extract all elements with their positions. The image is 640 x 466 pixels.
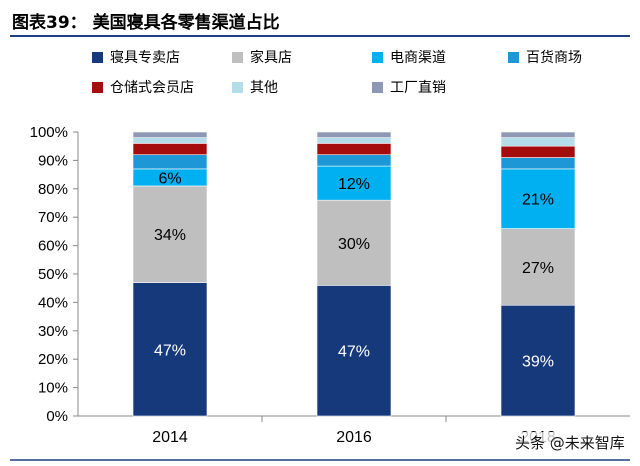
data-label-2018-series-1: 39% [522, 354, 554, 371]
x-tick-label-2016: 2016 [336, 429, 372, 446]
y-tick-label-20: 20% [38, 351, 68, 368]
legend-swatch-3 [372, 52, 383, 63]
bar-2018-series-4 [500, 157, 576, 170]
bar-2014-series-5 [132, 143, 208, 156]
data-label-2014-series-1: 47% [154, 342, 186, 359]
data-label-2018-series-3: 21% [522, 192, 554, 209]
bar-2016-series-5 [316, 143, 392, 156]
legend-label-3: 电商渠道 [390, 50, 446, 66]
y-tick-label-80: 80% [38, 181, 68, 198]
bar-2014-series-1 [132, 282, 208, 417]
y-tick-label-50: 50% [38, 266, 68, 283]
legend-label-5: 仓储式会员店 [110, 80, 194, 96]
bar-2016-series-6 [316, 137, 392, 144]
legend-label-1: 寝具专卖店 [110, 49, 180, 66]
bar-2016-series-2 [316, 199, 392, 286]
y-tick-label-60: 60% [38, 238, 68, 255]
y-tick-label-100: 100% [30, 124, 68, 141]
bar-2018-series-1 [500, 304, 576, 417]
legend-label-6: 其他 [250, 80, 278, 96]
legend-label-7: 工厂直销 [390, 79, 446, 96]
data-label-2016-series-1: 47% [338, 344, 370, 361]
watermark: 头条 @未来智库 [512, 432, 628, 453]
bar-2018-series-5 [500, 145, 576, 158]
legend-swatch-6 [232, 82, 243, 93]
bar-2016-series-4 [316, 154, 392, 167]
bar-2018-series-7 [500, 131, 576, 138]
chart-title-bar: 图表39： 美国寝具各零售渠道占比 [0, 0, 640, 40]
y-tick-label-0: 0% [46, 408, 68, 425]
y-tick-label-10: 10% [38, 380, 68, 397]
x-tick-label-2014: 2014 [152, 429, 188, 446]
bar-2014-series-7 [132, 131, 208, 138]
legend-swatch-2 [232, 52, 243, 63]
legend-label-2: 家具店 [250, 49, 292, 66]
bar-2018-series-2 [500, 228, 576, 306]
data-label-2014-series-2: 34% [154, 227, 186, 244]
data-label-2016-series-2: 30% [338, 236, 370, 253]
legend-swatch-7 [372, 82, 383, 93]
chart-title: 图表39： 美国寝具各零售渠道占比 [12, 13, 280, 33]
bar-2014-series-6 [132, 137, 208, 144]
data-label-2014-series-3: 6% [158, 170, 181, 187]
y-tick-label-40: 40% [38, 294, 68, 311]
y-tick-label-30: 30% [38, 323, 68, 340]
data-label-2016-series-3: 12% [338, 176, 370, 193]
bar-2016-series-3 [316, 165, 392, 201]
bar-2014-series-4 [132, 154, 208, 170]
legend-swatch-5 [92, 82, 103, 93]
legend-label-4: 百货商场 [526, 49, 582, 66]
bar-2018-series-6 [500, 137, 576, 147]
legend-swatch-4 [508, 52, 519, 63]
bar-2016-series-7 [316, 131, 392, 138]
bar-2016-series-1 [316, 285, 392, 417]
y-tick-label-70: 70% [38, 209, 68, 226]
title-underline [10, 35, 630, 37]
y-tick-label-90: 90% [38, 152, 68, 169]
data-label-2018-series-2: 27% [522, 260, 554, 277]
bar-2014-series-2 [132, 185, 208, 283]
legend-swatch-1 [92, 52, 103, 63]
bar-2018-series-3 [500, 168, 576, 229]
